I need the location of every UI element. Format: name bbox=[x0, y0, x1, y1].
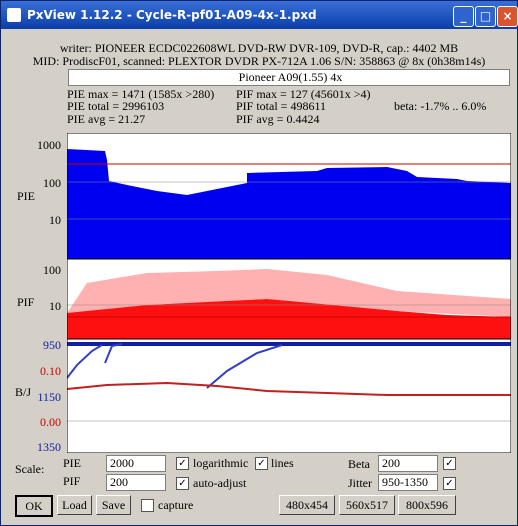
size-button[interactable]: 480x454 bbox=[279, 495, 335, 515]
pif-scale-input[interactable]: 200 bbox=[106, 474, 166, 491]
pie-avg: PIE avg = 21.27 bbox=[67, 112, 146, 126]
beta-scale-input[interactable]: 200 bbox=[378, 455, 438, 472]
pif-avg: PIF avg = 0.4424 bbox=[236, 112, 320, 126]
pif-max: PIF max = 127 (45601x >4) bbox=[236, 87, 371, 101]
mid-info: MID: ProdiscF01, scanned: PLEXTOR DVDR P… bbox=[32, 54, 486, 68]
pie-total: PIE total = 2996103 bbox=[67, 99, 165, 113]
title-bar: PxView 1.12.2 - Cycle-R-pf01-A09-4x-1.px… bbox=[1, 1, 518, 29]
pif-tick: 100 bbox=[43, 263, 61, 277]
lines-label: lines bbox=[271, 456, 294, 470]
jitter-scale-label: Jitter bbox=[348, 476, 372, 490]
jitter-line bbox=[67, 381, 511, 396]
beta-tick: 1150 bbox=[37, 390, 61, 404]
pie-tick: 10 bbox=[49, 213, 61, 227]
size-button[interactable]: 800x596 bbox=[398, 495, 456, 515]
lines-checkbox[interactable]: ✓ bbox=[255, 457, 268, 470]
maximize-button[interactable]: □ bbox=[475, 6, 496, 27]
close-button[interactable]: × bbox=[497, 6, 518, 27]
window-title: PxView 1.12.2 - Cycle-R-pf01-A09-4x-1.px… bbox=[27, 8, 317, 22]
jitter-checkbox[interactable]: ✓ bbox=[443, 477, 456, 490]
pie-max: PIE max = 1471 (1585x >280) bbox=[67, 87, 215, 101]
pie-scale-label: PIE bbox=[63, 456, 81, 470]
logarithmic-label: logarithmic bbox=[193, 456, 249, 470]
pif-tick: 10 bbox=[49, 299, 61, 313]
minimize-button[interactable]: _ bbox=[453, 6, 474, 27]
auto-adjust-label: auto-adjust bbox=[193, 476, 247, 490]
beta-tick: 1350 bbox=[37, 440, 61, 454]
app-icon bbox=[7, 8, 21, 22]
logarithmic-checkbox[interactable]: ✓ bbox=[176, 457, 189, 470]
jitter-tick: 0.00 bbox=[40, 415, 61, 429]
beta-checkbox[interactable]: ✓ bbox=[443, 457, 456, 470]
writer-info: writer: PIONEER ECDC022608WL DVD-RW DVR-… bbox=[59, 41, 459, 55]
pif-area bbox=[67, 299, 511, 339]
capture-label: capture bbox=[158, 498, 194, 512]
beta-tick: 950 bbox=[43, 338, 61, 352]
ok-button[interactable]: OK bbox=[15, 495, 53, 517]
save-button[interactable]: Save bbox=[96, 495, 131, 515]
disc-label[interactable]: Pioneer A09(1.55) 4x bbox=[68, 69, 510, 86]
pie-tick: 100 bbox=[43, 176, 61, 190]
capture-checkbox[interactable] bbox=[141, 499, 154, 512]
auto-adjust-checkbox[interactable]: ✓ bbox=[176, 477, 189, 490]
size-button[interactable]: 560x517 bbox=[339, 495, 395, 515]
pie-tick: 1000 bbox=[37, 138, 61, 152]
bj-axis-label: B/J bbox=[15, 385, 32, 399]
jitter-tick: 0.10 bbox=[40, 364, 61, 378]
plots bbox=[67, 133, 511, 453]
beta-line bbox=[67, 343, 283, 389]
pif-axis-label: PIF bbox=[17, 295, 35, 309]
beta-scale-label: Beta bbox=[348, 457, 370, 471]
pif-total: PIF total = 498611 bbox=[236, 99, 326, 113]
pie-axis-label: PIE bbox=[17, 189, 35, 203]
pif-scale-label: PIF bbox=[63, 474, 81, 488]
scale-label: Scale: bbox=[15, 462, 45, 476]
load-button[interactable]: Load bbox=[57, 495, 92, 515]
pie-area bbox=[67, 149, 511, 391]
jitter-scale-input[interactable]: 950-1350 bbox=[378, 474, 438, 491]
beta-range: beta: -1.7% .. 6.0% bbox=[394, 99, 487, 113]
pie-scale-input[interactable]: 2000 bbox=[106, 455, 166, 472]
